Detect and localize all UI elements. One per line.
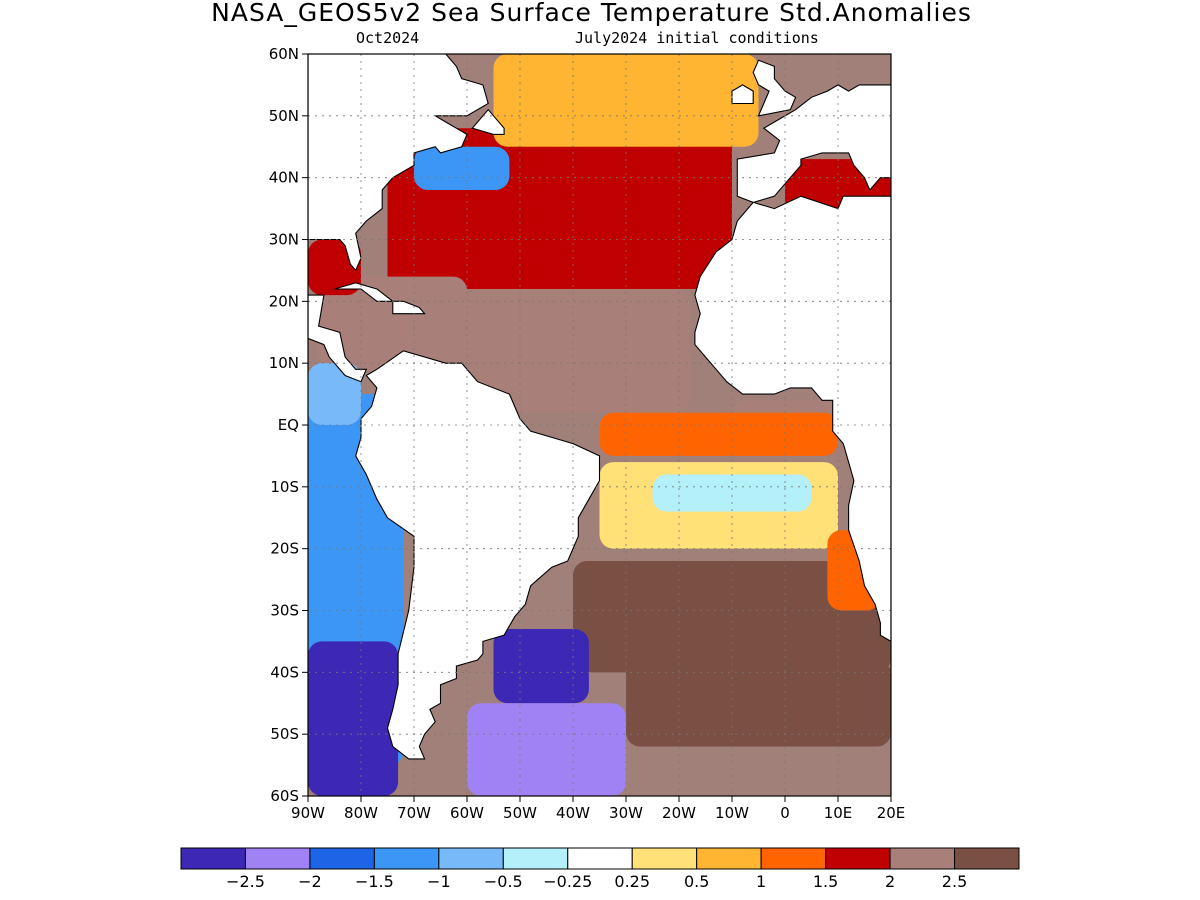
land-newfoundland	[471, 108, 505, 135]
colorbar-label: 2.5	[942, 872, 967, 891]
colorbar-label: −2.5	[226, 872, 265, 891]
colorbar-label: 1.5	[813, 872, 838, 891]
land-africa	[694, 195, 891, 643]
colorbar-swatch	[309, 847, 375, 870]
lat-tick-label: 40S	[270, 663, 299, 681]
colorbar-swatch	[825, 847, 891, 870]
land-iceland	[658, 23, 716, 35]
lon-tick-label: 10W	[715, 804, 749, 822]
lat-tick-label: 30N	[269, 231, 299, 249]
land-great-britain	[752, 59, 797, 117]
land-ireland	[731, 84, 754, 105]
initial-conditions: July2024 initial conditions	[575, 29, 819, 47]
lon-tick-label: 30W	[609, 804, 643, 822]
lon-tick-label: 40W	[556, 804, 590, 822]
land-central-america	[308, 294, 368, 383]
anomaly-region-tropical-north-atlantic	[467, 288, 690, 413]
anomaly-region-south-atlantic-cool-band	[652, 474, 812, 512]
colorbar-label: −0.5	[484, 872, 523, 891]
colorbar-swatch	[889, 847, 956, 870]
land-europe	[736, 84, 891, 203]
lat-tick-label: 10S	[270, 478, 299, 496]
colorbar-label: 1	[756, 872, 766, 891]
land-north-america	[308, 54, 489, 272]
map-title: NASA_GEOS5v2 Sea Surface Temperature Std…	[211, 0, 972, 27]
anomaly-region-south-atlantic-midlat	[573, 561, 891, 673]
colorbar-label: 0.25	[614, 872, 650, 891]
lat-tick-label: 40N	[269, 169, 299, 187]
lon-tick-label: 50W	[503, 804, 537, 822]
land-hispaniola	[392, 300, 426, 315]
colorbar-label: −2	[298, 872, 322, 891]
lon-tick-label: 20E	[877, 804, 906, 822]
colorbar-label: −1.5	[355, 872, 394, 891]
lat-tick-label: 30S	[270, 602, 299, 620]
colorbar-swatch	[180, 847, 246, 870]
lon-tick-label: 60W	[450, 804, 484, 822]
lon-tick-label: 90W	[291, 804, 325, 822]
lon-tick-label: 20W	[662, 804, 696, 822]
lat-tick-label: 10N	[269, 354, 299, 372]
lon-tick-label: 80W	[344, 804, 378, 822]
colorbar: −2.5 −2 −1.5 −1 −0.5 −0.25 0.25 0.5 1 1.5 2 2.5	[180, 847, 1020, 891]
colorbar-label: −0.25	[543, 872, 592, 891]
lat-tick-label: 60N	[269, 45, 299, 63]
anomaly-region-equatorial-atlantic	[599, 412, 838, 456]
anomaly-region-argentine-shelf-cold	[493, 629, 589, 704]
map-axes: 60N 50N 40N 30N 20N 10N EQ 10S 20S 30S 40S 50S 60S90…	[269, 45, 906, 822]
land-cuba	[334, 282, 395, 302]
lat-tick-label: 20N	[269, 292, 299, 310]
anomaly-region-east-pacific-cold-south	[308, 641, 399, 796]
forecast-month: Oct2024	[356, 29, 420, 47]
lat-tick-label: 50S	[270, 725, 299, 743]
anomaly-region-northwest-coastal-cool	[414, 146, 510, 191]
lat-tick-label: 50N	[269, 107, 299, 125]
colorbar-swatch	[373, 847, 440, 870]
lat-tick-label: 60S	[270, 787, 299, 805]
colorbar-label: 0.5	[684, 872, 709, 891]
anomaly-region-caribbean	[318, 276, 467, 370]
colorbar-swatch	[502, 847, 569, 870]
lon-tick-label: 10E	[824, 804, 853, 822]
colorbar-swatch	[567, 847, 633, 870]
colorbar-label: −1	[427, 872, 451, 891]
lon-tick-label: 70W	[397, 804, 431, 822]
anomaly-region-southwest-atlantic-cold	[467, 703, 626, 796]
colorbar-swatch	[954, 847, 1020, 870]
lon-tick-label: 0	[780, 804, 790, 822]
graticule	[308, 54, 891, 796]
colorbar-label: 2	[885, 872, 895, 891]
colorbar-swatch	[244, 847, 311, 870]
anomaly-region-east-pacific-tropic	[308, 363, 361, 425]
anomaly-region-southern-ocean-mix	[626, 659, 891, 747]
colorbar-swatch	[438, 847, 504, 870]
lat-tick-label: 20S	[270, 540, 299, 558]
colorbar-swatch	[631, 847, 698, 870]
anomaly-region-subpolar-north-atlantic	[493, 54, 759, 147]
land-masses	[308, 23, 891, 760]
lat-tick-label: EQ	[278, 416, 299, 434]
colorbar-swatch	[760, 847, 827, 870]
colorbar-swatch	[696, 847, 762, 870]
